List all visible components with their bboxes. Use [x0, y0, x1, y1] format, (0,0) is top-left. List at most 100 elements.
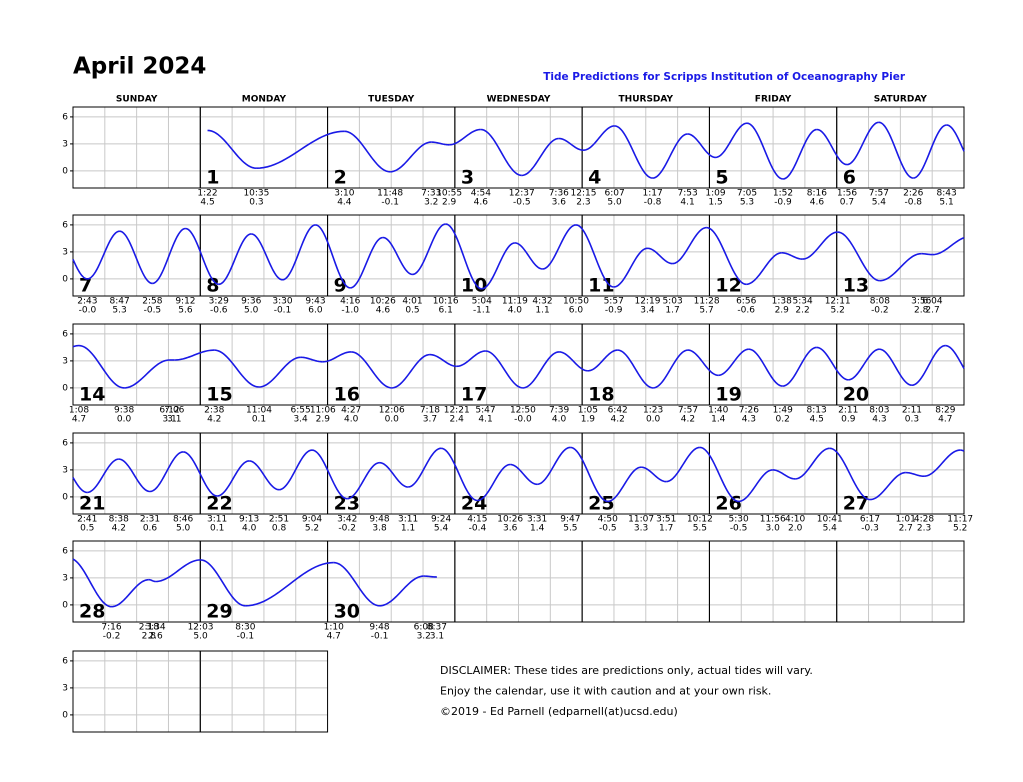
tide-curve [781, 252, 803, 260]
tide-curve [72, 259, 88, 280]
tide-curve [300, 356, 323, 363]
tide-height: 4.6 [810, 198, 825, 208]
tide-height: 4.2 [611, 415, 625, 425]
tide-height: 4.0 [344, 415, 359, 425]
tide-time: 11:04 [246, 406, 272, 416]
calendar-title: April 2024 [73, 54, 206, 80]
tide-curve [921, 252, 933, 256]
tide-height: 5.0 [607, 198, 622, 208]
y-tick-label: 6 [62, 220, 68, 230]
tide-time: 10:12 [687, 515, 713, 525]
tide-curve [118, 458, 151, 493]
tide-time: 12:50 [510, 406, 536, 416]
tide-curve [647, 247, 673, 265]
tide-curve [575, 224, 614, 288]
tide-height: 4.6 [376, 306, 391, 316]
tide-height: 5.0 [176, 524, 191, 534]
tide-time: 12:06 [379, 406, 405, 416]
tide-height: 1.9 [581, 415, 596, 425]
tide-curve [911, 344, 946, 386]
tide-height: 1.1 [401, 524, 415, 534]
tide-height: 2.8 [914, 306, 929, 316]
tide-height: 4.2 [112, 524, 126, 534]
tide-time: 7:16 [101, 623, 121, 633]
tide-curve [344, 130, 391, 173]
tide-time: 7:33 [421, 189, 441, 199]
tide-time: 9:12 [175, 297, 195, 307]
tide-curve [559, 351, 588, 372]
tide-height: 0.8 [272, 524, 287, 534]
tide-time: 9:47 [560, 515, 580, 525]
tide-height: 5.4 [823, 524, 838, 534]
tide-time: 6:12 [159, 406, 179, 416]
tide-time: 4:16 [340, 297, 360, 307]
tide-height: 0.9 [841, 415, 856, 425]
tide-curve [641, 466, 667, 483]
tide-time: 8:43 [936, 189, 956, 199]
tide-height: 4.7 [327, 632, 341, 642]
tide-time: 11:48 [377, 189, 403, 199]
tide-height: -0.5 [730, 524, 748, 534]
tide-height: -0.2 [338, 524, 356, 534]
tide-time: 2:51 [269, 515, 289, 525]
y-tick-label: 6 [62, 112, 68, 122]
tide-curve [155, 559, 201, 583]
y-tick-label: 3 [62, 573, 68, 583]
day-number: 9 [334, 275, 347, 297]
tide-time: 9:43 [305, 297, 325, 307]
tide-curve [522, 351, 560, 389]
tide-curve [537, 446, 571, 486]
y-tick-label: 6 [62, 546, 68, 556]
day-cell [199, 650, 329, 733]
tide-height: 0.5 [405, 306, 419, 316]
tide-height: 0.2 [776, 415, 790, 425]
weekday-header: TUESDAY [368, 95, 415, 105]
tide-height: 5.4 [434, 524, 449, 534]
tide-curve [652, 133, 688, 179]
tide-time: 12:37 [509, 189, 535, 199]
tide-time: 10:35 [243, 189, 269, 199]
tide-curve [510, 463, 538, 486]
tide-time: 8:47 [109, 297, 129, 307]
day-number: 27 [843, 493, 869, 515]
tide-height: 3.2 [417, 632, 431, 642]
tide-curve [738, 469, 773, 503]
tide-curve [583, 125, 615, 151]
tide-time: 1:56 [837, 189, 857, 199]
tide-curve [816, 346, 849, 381]
tide-time: 1:17 [642, 189, 662, 199]
tide-curve [119, 230, 153, 285]
tide-time: 8:38 [109, 515, 129, 525]
tide-time: 7:05 [737, 189, 757, 199]
tide-time: 2:18 [139, 623, 159, 633]
tide-curve [249, 460, 280, 491]
tide-time: 5:30 [728, 515, 748, 525]
tide-curve [423, 575, 437, 578]
tide-curve [481, 242, 515, 290]
tide-height: 0.0 [646, 415, 661, 425]
tide-height: 5.3 [740, 198, 754, 208]
tide-curve [311, 449, 348, 500]
tide-time: 3:42 [337, 515, 357, 525]
tide-time: 5:57 [604, 297, 624, 307]
tide-curve [802, 231, 838, 260]
tide-curve [218, 233, 252, 286]
tide-height: 1.5 [708, 198, 722, 208]
tide-time: 9:04 [302, 515, 322, 525]
tide-curve [183, 451, 218, 497]
tide-curve [315, 224, 351, 289]
tide-height: -0.8 [644, 198, 662, 208]
tide-time: 9:36 [241, 297, 261, 307]
tide-curve [351, 351, 392, 389]
tide-height: 4.2 [681, 415, 695, 425]
day-cell [836, 540, 965, 623]
tide-time: 5:03 [662, 297, 682, 307]
tide-time: 7:53 [677, 189, 697, 199]
tide-curve [687, 133, 716, 159]
tide-time: 3:30 [272, 297, 292, 307]
tide-time: 3:34 [145, 623, 165, 633]
tide-time: 9:48 [369, 515, 389, 525]
tide-time: 1:23 [643, 406, 663, 416]
tide-time: 4:32 [532, 297, 552, 307]
